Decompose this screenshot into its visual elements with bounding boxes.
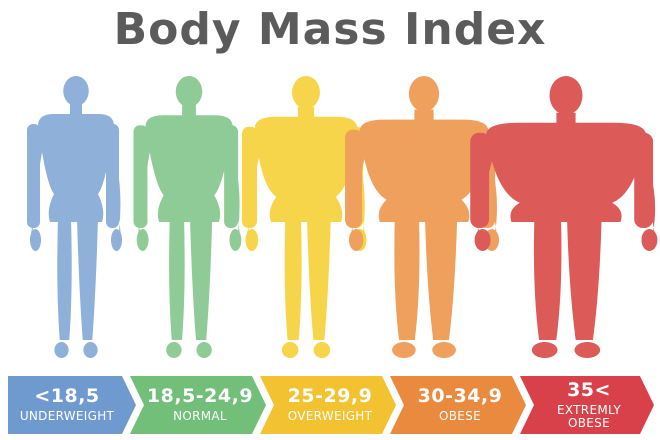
range-overweight: 25-29,9 xyxy=(287,385,373,408)
underweight-figure xyxy=(27,76,122,358)
name-normal: NORMAL xyxy=(173,409,227,424)
bmi-scale-bar xyxy=(8,376,654,434)
obese-figure xyxy=(345,76,500,358)
label-overweight: 25-29,9 OVERWEIGHT xyxy=(274,376,386,434)
segment-obese xyxy=(390,376,526,434)
name-underweight: UNDERWEIGHT xyxy=(19,409,115,424)
segment-overweight xyxy=(260,376,396,434)
label-extremely-obese: 35< EXTREMLY OBESE xyxy=(534,376,644,434)
segment-extremely-obese xyxy=(520,376,654,434)
label-obese: 30-34,9 OBESE xyxy=(404,376,516,434)
name-extremely-obese: EXTREMLY OBESE xyxy=(556,402,622,430)
extremely-obese-figure xyxy=(470,76,658,358)
normal-figure xyxy=(133,76,242,358)
range-normal: 18,5-24,9 xyxy=(146,385,254,408)
name-obese: OBESE xyxy=(439,409,481,424)
segment-underweight xyxy=(8,376,136,434)
label-normal: 18,5-24,9 NORMAL xyxy=(144,376,256,434)
range-obese: 30-34,9 xyxy=(417,385,503,408)
range-underweight: <18,5 xyxy=(34,385,100,408)
page-title: Body Mass Index xyxy=(113,4,547,55)
range-extremely-obese: 35< xyxy=(567,378,611,401)
segment-normal xyxy=(130,376,266,434)
name-overweight: OVERWEIGHT xyxy=(287,409,373,424)
label-underweight: <18,5 UNDERWEIGHT xyxy=(8,376,126,434)
